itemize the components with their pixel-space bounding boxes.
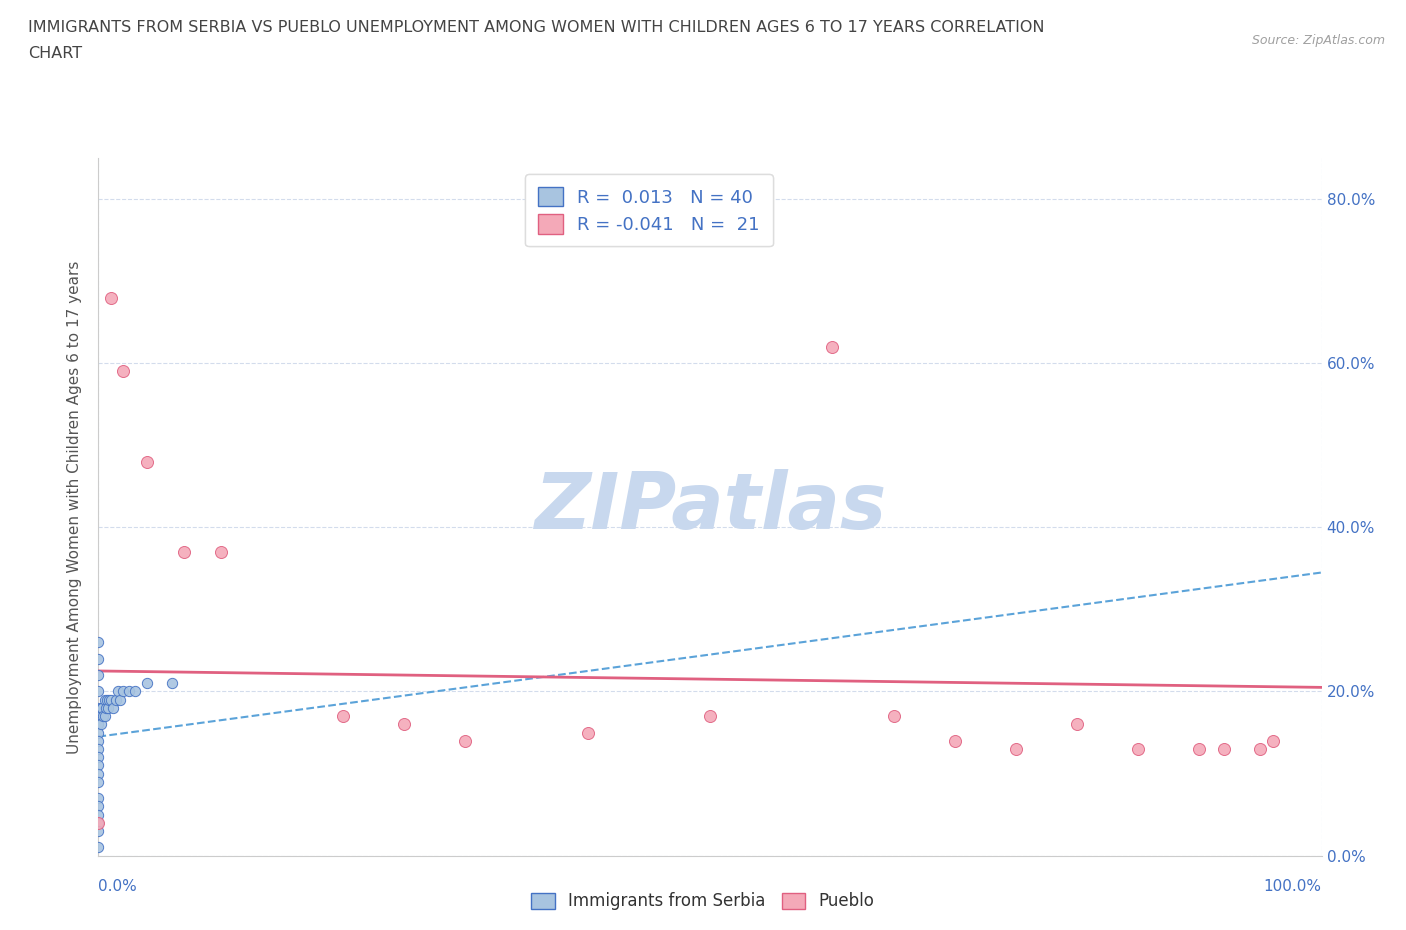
Text: CHART: CHART [28,46,82,61]
Point [1188,741,1211,756]
Point [87,709,110,724]
Point [87,733,110,748]
Point [173,545,195,560]
Point [821,339,844,354]
Point [87,816,110,830]
Point [87,635,110,650]
Point [87,741,110,756]
Point [98,692,121,707]
Point [943,733,966,748]
Point [883,709,905,724]
Point [91,700,114,715]
Point [87,700,110,715]
Point [87,799,110,814]
Point [118,684,141,699]
Point [136,454,159,469]
Point [111,364,134,379]
Point [87,668,110,683]
Point [100,290,122,305]
Point [87,816,110,830]
Point [91,709,114,724]
Point [94,700,117,715]
Point [1004,741,1026,756]
Point [93,709,115,724]
Point [209,545,232,560]
Point [136,676,159,691]
Point [392,717,416,732]
Point [87,824,110,839]
Point [97,700,120,715]
Point [1128,741,1150,756]
Point [107,684,129,699]
Point [111,684,134,699]
Point [110,692,132,707]
Point [90,717,112,732]
Legend: R =  0.013   N = 40, R = -0.041   N =  21: R = 0.013 N = 40, R = -0.041 N = 21 [524,174,773,246]
Point [87,790,110,805]
Point [96,692,118,707]
Point [1261,733,1284,748]
Point [1066,717,1088,732]
Point [87,766,110,781]
Point [1212,741,1234,756]
Text: 100.0%: 100.0% [1264,879,1322,894]
Point [699,709,721,724]
Point [160,676,183,691]
Point [101,700,124,715]
Point [576,725,599,740]
Y-axis label: Unemployment Among Women with Children Ages 6 to 17 years: Unemployment Among Women with Children A… [67,260,83,753]
Text: Source: ZipAtlas.com: Source: ZipAtlas.com [1251,34,1385,47]
Point [93,692,115,707]
Point [100,692,122,707]
Point [124,684,146,699]
Point [87,750,110,764]
Point [87,725,110,740]
Text: 0.0%: 0.0% [98,879,138,894]
Point [87,717,110,732]
Point [90,700,112,715]
Point [87,758,110,773]
Legend: Immigrants from Serbia, Pueblo: Immigrants from Serbia, Pueblo [524,885,882,917]
Text: ZIPatlas: ZIPatlas [534,469,886,545]
Point [332,709,354,724]
Point [87,684,110,699]
Point [87,651,110,666]
Text: IMMIGRANTS FROM SERBIA VS PUEBLO UNEMPLOYMENT AMONG WOMEN WITH CHILDREN AGES 6 T: IMMIGRANTS FROM SERBIA VS PUEBLO UNEMPLO… [28,20,1045,35]
Point [87,807,110,822]
Point [104,692,127,707]
Point [87,840,110,855]
Point [87,775,110,790]
Point [454,733,477,748]
Point [1249,741,1271,756]
